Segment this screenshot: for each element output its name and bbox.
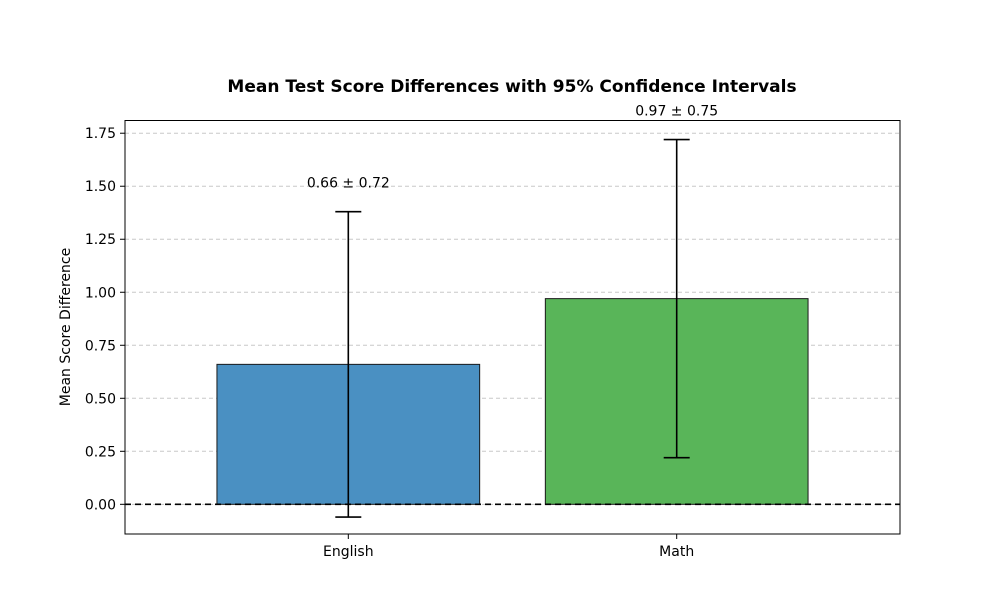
y-tick-label: 1.00	[85, 285, 116, 301]
x-tick-label: English	[323, 544, 374, 560]
y-tick-label: 0.00	[85, 497, 116, 513]
data-labels: 0.66 ± 0.72 0.97 ± 0.75	[307, 104, 718, 192]
x-axis-ticks: English Math	[323, 534, 694, 560]
y-tick-label: 0.25	[85, 444, 116, 460]
y-axis-ticks: 0.00 0.25 0.50 0.75 1.00 1.25 1.50 1.75	[85, 126, 125, 513]
bars	[216, 298, 809, 505]
chart-title: Mean Test Score Differences with 95% Con…	[227, 77, 796, 97]
y-tick-label: 1.50	[85, 179, 116, 195]
x-tick-label: Math	[659, 544, 694, 560]
plot-frame	[124, 120, 901, 535]
y-tick-label: 1.75	[85, 126, 116, 142]
data-label: 0.97 ± 0.75	[635, 104, 718, 120]
data-label: 0.66 ± 0.72	[307, 176, 390, 192]
y-tick-label: 0.50	[85, 391, 116, 407]
y-axis-label: Mean Score Difference	[58, 248, 74, 406]
y-tick-label: 1.25	[85, 232, 116, 248]
error-bars	[335, 138, 690, 518]
y-tick-label: 0.75	[85, 338, 116, 354]
